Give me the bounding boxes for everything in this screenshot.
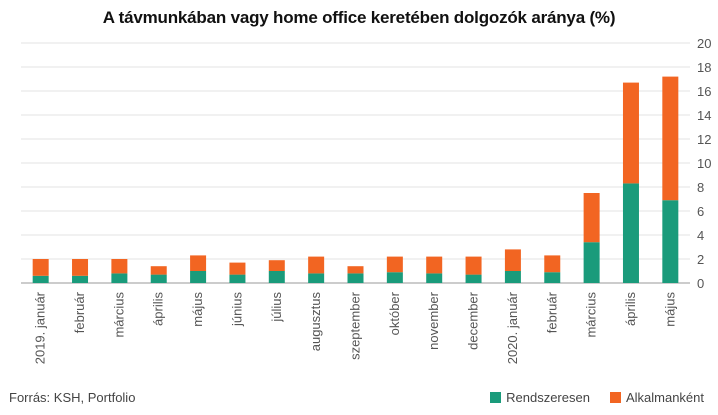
bar-segment <box>347 273 364 283</box>
bar-segment <box>662 200 679 283</box>
bar-segment <box>465 256 482 275</box>
y-tick-label: 4 <box>697 228 704 243</box>
bar-segment <box>308 256 325 274</box>
bar-segment <box>229 262 246 275</box>
bar-segment <box>426 256 443 274</box>
bar-segment <box>544 272 561 283</box>
x-tick-label: március <box>584 292 599 338</box>
legend-label-regular: Rendszeresen <box>506 390 590 405</box>
bar-segment <box>426 273 443 283</box>
legend-label-occasional: Alkalmanként <box>625 390 704 405</box>
bar-segment <box>465 274 482 283</box>
x-tick-label: május <box>190 292 205 327</box>
x-tick-label: július <box>269 292 284 323</box>
legend-swatch-occasional <box>609 392 621 403</box>
bar-segment <box>622 82 639 184</box>
bar-segment <box>662 76 679 201</box>
bar-segment <box>32 259 49 276</box>
bar-segment <box>386 256 403 273</box>
x-tick-label: március <box>111 292 126 338</box>
bar-segment <box>268 271 285 283</box>
source-note: Forrás: KSH, Portfolio <box>9 390 136 405</box>
x-tick-label: április <box>623 292 638 326</box>
y-tick-label: 14 <box>697 108 711 123</box>
bar-segment <box>386 272 403 283</box>
y-tick-label: 0 <box>697 276 704 291</box>
x-tick-label: augusztus <box>308 292 323 352</box>
y-tick-label: 2 <box>697 252 704 267</box>
y-tick-label: 16 <box>697 84 711 99</box>
bar-segment <box>111 273 128 283</box>
legend-item-regular: Rendszeresen <box>490 390 590 405</box>
bar-segment <box>150 266 167 275</box>
y-tick-label: 20 <box>697 36 711 51</box>
chart-title: A távmunkában vagy home office keretében… <box>102 8 616 27</box>
bar-segment <box>347 266 364 274</box>
bar-segment <box>72 275 89 283</box>
bar-segment <box>583 242 600 283</box>
x-tick-label: április <box>151 292 166 326</box>
legend: Rendszeresen Alkalmanként <box>490 390 704 405</box>
bar-segment <box>504 249 521 271</box>
bar-segment <box>268 260 285 271</box>
x-tick-label: május <box>662 292 677 327</box>
x-tick-label: szeptember <box>348 291 363 360</box>
bar-segment <box>190 255 207 271</box>
y-tick-label: 10 <box>697 156 711 171</box>
bar-segment <box>111 259 128 274</box>
bar-segment <box>150 274 167 283</box>
legend-item-occasional: Alkalmanként <box>609 390 704 405</box>
x-tick-label: október <box>387 291 402 335</box>
bar-segment <box>32 275 49 283</box>
bar-segment <box>622 183 639 283</box>
y-tick-label: 8 <box>697 180 704 195</box>
bar-segment <box>544 255 561 273</box>
x-tick-label: november <box>426 291 441 349</box>
x-tick-label: február <box>72 291 87 333</box>
x-tick-label: december <box>466 291 481 349</box>
legend-swatch-regular <box>490 392 502 403</box>
bar-segment <box>72 259 89 276</box>
bar-segment <box>229 274 246 283</box>
y-tick-label: 18 <box>697 60 711 75</box>
x-tick-label: 2020. január <box>505 291 520 364</box>
x-tick-label: február <box>544 291 559 333</box>
x-tick-label: 2019. január <box>33 291 48 364</box>
y-tick-label: 12 <box>697 132 711 147</box>
bar-segment <box>504 271 521 283</box>
bar-segment <box>190 271 207 283</box>
bar-segment <box>583 193 600 243</box>
bar-segment <box>308 273 325 283</box>
x-tick-label: június <box>229 292 244 327</box>
y-tick-label: 6 <box>697 204 704 219</box>
